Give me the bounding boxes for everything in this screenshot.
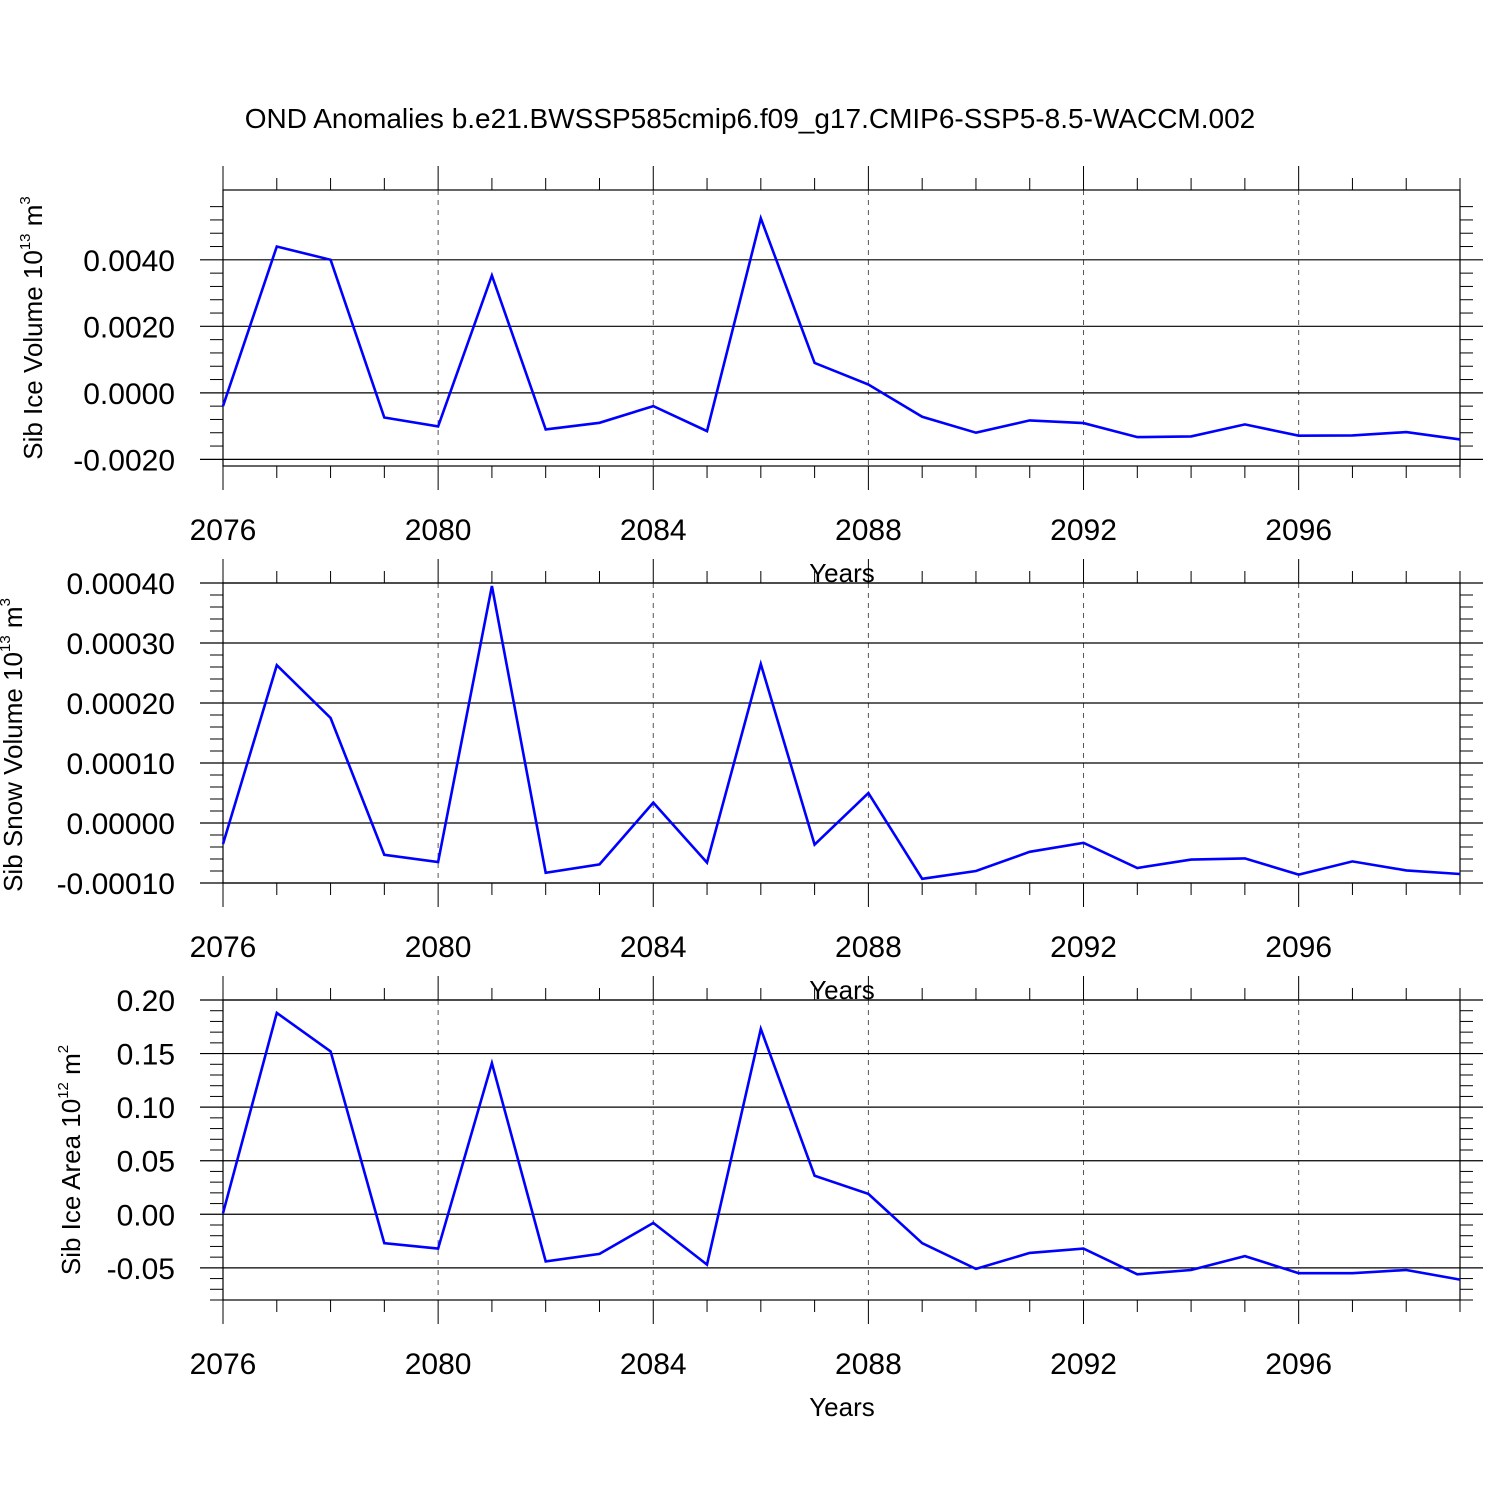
series-line: [221, 1010, 1461, 1281]
x-tick-label: 2084: [620, 931, 687, 964]
y-tick-label: 0.05: [117, 1146, 175, 1179]
y-axis-title-unit-exp: 3: [17, 196, 34, 204]
x-tick-label: 2084: [620, 1348, 687, 1381]
x-tick-label: 2088: [835, 931, 902, 964]
y-axis-title-unit-exp: 2: [55, 1045, 72, 1053]
panel-ice-area: -0.05 0.00 0.05 0.10 0.15 0.20 2076 2080 2084 208…: [55, 976, 1483, 1422]
x-tick-label: 2096: [1265, 931, 1332, 964]
y-axis-title: Sib Ice Volume 1013 m3: [17, 196, 48, 460]
x-tick-label: 2088: [835, 514, 902, 547]
y-axis-title-exp: 13: [0, 635, 14, 652]
y-tick-label: 0.15: [117, 1039, 175, 1072]
y-tick-label: -0.00010: [57, 868, 175, 901]
y-tick-label: 0.20: [117, 985, 175, 1018]
y-tick-label: 0.0000: [83, 378, 175, 411]
y-axis-title-unit: m: [56, 1053, 86, 1082]
series-line: [221, 213, 1461, 441]
x-tick-label: 2084: [620, 514, 687, 547]
y-axis-title-unit: m: [0, 606, 28, 635]
y-tick-label: 0.10: [117, 1092, 175, 1125]
y-axis-title: Sib Snow Volume 1013 m3: [0, 598, 28, 892]
x-tick-label: 2076: [190, 1348, 257, 1381]
y-tick-label: 0.00000: [67, 808, 175, 841]
x-tick-label: 2092: [1050, 931, 1117, 964]
y-axis-title: Sib Ice Area 1012 m2: [55, 1045, 86, 1275]
y-axis-title-text: Sib Ice Area 10: [56, 1099, 86, 1275]
y-axis-title-text: Sib Snow Volume 10: [0, 652, 28, 892]
plot-frame: [222, 999, 1461, 1301]
x-tick-label: 2092: [1050, 1348, 1117, 1381]
plot-frame: [222, 582, 1461, 884]
y-tick-label: 0.00030: [67, 628, 175, 661]
y-axis-title-exp: 12: [55, 1082, 72, 1099]
panel-snow-volume: -0.00010 0.00000 0.00010 0.00020 0.00030 0.00…: [0, 559, 1483, 1005]
y-tick-label: 0.00010: [67, 748, 175, 781]
x-tick-label: 2080: [405, 514, 472, 547]
y-tick-label: 0.00040: [67, 568, 175, 601]
y-tick-label: -0.05: [107, 1253, 175, 1286]
y-tick-label: 0.00: [117, 1199, 175, 1232]
x-tick-label: 2096: [1265, 514, 1332, 547]
y-tick-label: -0.0020: [73, 444, 175, 477]
plot-frame: [222, 189, 1461, 467]
y-axis-title-unit-exp: 3: [0, 598, 14, 606]
panel-ice-volume: -0.0020 0.0000 0.0020 0.0040 2076 2080 2084 208…: [17, 166, 1483, 588]
y-axis-title-text: Sib Ice Volume 10: [18, 250, 48, 460]
x-tick-label: 2076: [190, 931, 257, 964]
chart-title: OND Anomalies b.e21.BWSSP585cmip6.f09_g1…: [245, 103, 1256, 134]
x-tick-label: 2080: [405, 931, 472, 964]
y-tick-label: 0.0040: [83, 245, 175, 278]
y-axis-title-exp: 13: [17, 233, 34, 250]
series-line: [221, 585, 1461, 881]
y-tick-label: 0.0020: [83, 311, 175, 344]
x-tick-label: 2088: [835, 1348, 902, 1381]
y-axis-title-unit: m: [18, 205, 48, 234]
x-tick-label: 2092: [1050, 514, 1117, 547]
x-tick-label: 2080: [405, 1348, 472, 1381]
x-tick-label: 2096: [1265, 1348, 1332, 1381]
y-tick-label: 0.00020: [67, 688, 175, 721]
x-axis-title: Years: [809, 1392, 875, 1422]
x-tick-label: 2076: [190, 514, 257, 547]
